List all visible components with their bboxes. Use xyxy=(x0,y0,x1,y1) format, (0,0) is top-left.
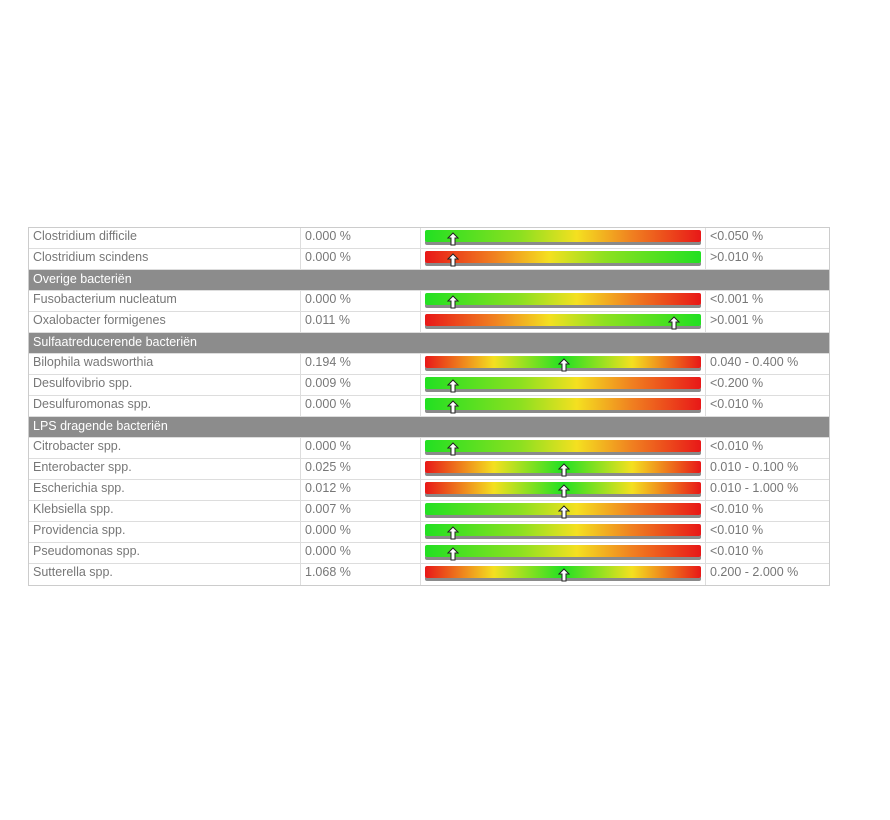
measured-value: 0.000 % xyxy=(301,396,421,416)
reference-range: 0.010 - 1.000 % xyxy=(710,481,799,495)
result-row: Clostridium difficile 0.000 % <0.050 % xyxy=(29,228,829,249)
measured-value: 0.009 % xyxy=(301,375,421,395)
gauge-marker xyxy=(446,295,459,309)
gauge-cell xyxy=(421,228,706,248)
bacterium-name: Klebsiella spp. xyxy=(29,501,301,521)
section-header: LPS dragende bacteriën xyxy=(29,417,829,438)
gauge-marker xyxy=(446,547,459,561)
result-row: Citrobacter spp. 0.000 % <0.010 % xyxy=(29,438,829,459)
gauge-cell xyxy=(421,459,706,479)
result-row: Escherichia spp. 0.012 % 0.010 - 1.000 % xyxy=(29,480,829,501)
bacterium-name: Fusobacterium nucleatum xyxy=(29,291,301,311)
gauge-marker xyxy=(557,568,570,582)
reference-range: >0.001 % xyxy=(710,313,764,327)
gauge-marker xyxy=(446,232,459,246)
gauge-cell xyxy=(421,480,706,500)
gauge-bar xyxy=(425,293,701,305)
bacterium-name: Clostridium difficile xyxy=(29,228,301,248)
measured-value: 0.000 % xyxy=(301,291,421,311)
bacterium-name: Providencia spp. xyxy=(29,522,301,542)
gauge-cell xyxy=(421,543,706,563)
gauge-marker xyxy=(446,526,459,540)
bacterium-name: Bilophila wadsworthia xyxy=(29,354,301,374)
measured-value: 0.000 % xyxy=(301,249,421,269)
measured-value: 0.000 % xyxy=(301,543,421,563)
result-row: Sutterella spp. 1.068 % 0.200 - 2.000 % xyxy=(29,564,829,585)
reference-range: <0.050 % xyxy=(710,229,764,243)
gauge-bar xyxy=(425,251,701,263)
result-row: Oxalobacter formigenes 0.011 % >0.001 % xyxy=(29,312,829,333)
result-row: Fusobacterium nucleatum 0.000 % <0.001 % xyxy=(29,291,829,312)
measured-value: 0.000 % xyxy=(301,228,421,248)
bacterium-name: Enterobacter spp. xyxy=(29,459,301,479)
gauge-marker xyxy=(446,253,459,267)
bacterium-name: Escherichia spp. xyxy=(29,480,301,500)
gauge-marker xyxy=(668,316,681,330)
gauge-cell xyxy=(421,375,706,395)
measured-value: 0.025 % xyxy=(301,459,421,479)
bacterium-name: Pseudomonas spp. xyxy=(29,543,301,563)
bacterium-name: Sutterella spp. xyxy=(29,564,301,585)
bacterium-name: Desulfuromonas spp. xyxy=(29,396,301,416)
reference-range: 0.010 - 0.100 % xyxy=(710,460,799,474)
reference-range: >0.010 % xyxy=(710,250,764,264)
gauge-marker xyxy=(446,400,459,414)
gauge-bar xyxy=(425,314,701,326)
reference-range: <0.010 % xyxy=(710,523,764,537)
gauge-cell xyxy=(421,396,706,416)
gauge-cell xyxy=(421,354,706,374)
gauge-cell xyxy=(421,312,706,332)
results-table: Clostridium difficile 0.000 % <0.050 % Clos… xyxy=(28,227,830,586)
gauge-marker xyxy=(557,484,570,498)
gauge-cell xyxy=(421,564,706,585)
section-header: Overige bacteriën xyxy=(29,270,829,291)
result-row: Pseudomonas spp. 0.000 % <0.010 % xyxy=(29,543,829,564)
reference-range: <0.010 % xyxy=(710,502,764,516)
gauge-cell xyxy=(421,501,706,521)
measured-value: 0.000 % xyxy=(301,522,421,542)
bacterium-name: Citrobacter spp. xyxy=(29,438,301,458)
measured-value: 0.000 % xyxy=(301,438,421,458)
reference-range: <0.200 % xyxy=(710,376,764,390)
result-row: Desulfovibrio spp. 0.009 % <0.200 % xyxy=(29,375,829,396)
result-row: Clostridium scindens 0.000 % >0.010 % xyxy=(29,249,829,270)
reference-range: <0.010 % xyxy=(710,397,764,411)
gauge-marker xyxy=(446,379,459,393)
measured-value: 1.068 % xyxy=(301,564,421,585)
result-row: Enterobacter spp. 0.025 % 0.010 - 0.100 % xyxy=(29,459,829,480)
gauge-bar xyxy=(425,545,701,557)
measured-value: 0.007 % xyxy=(301,501,421,521)
result-row: Bilophila wadsworthia 0.194 % 0.040 - 0.40… xyxy=(29,354,829,375)
reference-range: <0.001 % xyxy=(710,292,764,306)
bacterium-name: Desulfovibrio spp. xyxy=(29,375,301,395)
reference-range: <0.010 % xyxy=(710,439,764,453)
result-row: Desulfuromonas spp. 0.000 % <0.010 % xyxy=(29,396,829,417)
gauge-bar xyxy=(425,230,701,242)
bacterium-name: Clostridium scindens xyxy=(29,249,301,269)
gauge-cell xyxy=(421,522,706,542)
reference-range: 0.200 - 2.000 % xyxy=(710,565,799,579)
reference-range: 0.040 - 0.400 % xyxy=(710,355,799,369)
gauge-cell xyxy=(421,291,706,311)
measured-value: 0.011 % xyxy=(301,312,421,332)
gauge-bar xyxy=(425,398,701,410)
section-header: Sulfaatreducerende bacteriën xyxy=(29,333,829,354)
gauge-bar xyxy=(425,524,701,536)
gauge-bar xyxy=(425,377,701,389)
reference-range: <0.010 % xyxy=(710,544,764,558)
measured-value: 0.012 % xyxy=(301,480,421,500)
gauge-bar xyxy=(425,440,701,452)
result-row: Providencia spp. 0.000 % <0.010 % xyxy=(29,522,829,543)
measured-value: 0.194 % xyxy=(301,354,421,374)
gauge-marker xyxy=(446,442,459,456)
gauge-marker xyxy=(557,463,570,477)
gauge-cell xyxy=(421,249,706,269)
bacterium-name: Oxalobacter formigenes xyxy=(29,312,301,332)
gauge-marker xyxy=(557,505,570,519)
result-row: Klebsiella spp. 0.007 % <0.010 % xyxy=(29,501,829,522)
gauge-cell xyxy=(421,438,706,458)
gauge-marker xyxy=(557,358,570,372)
